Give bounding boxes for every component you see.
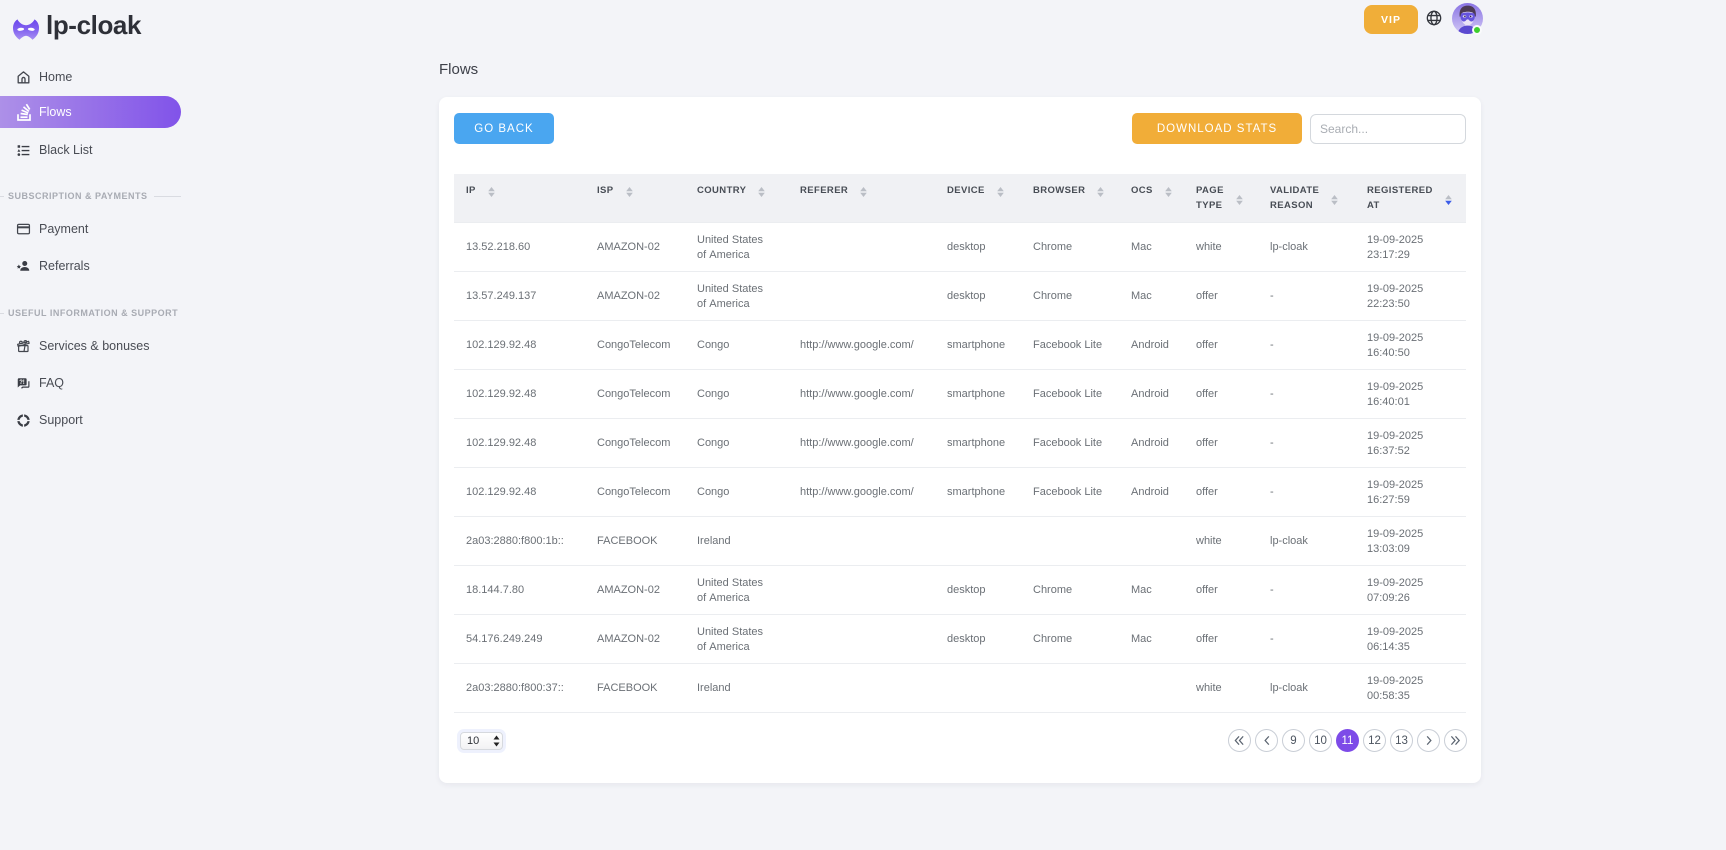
svg-text:?!: ?!	[19, 380, 25, 386]
